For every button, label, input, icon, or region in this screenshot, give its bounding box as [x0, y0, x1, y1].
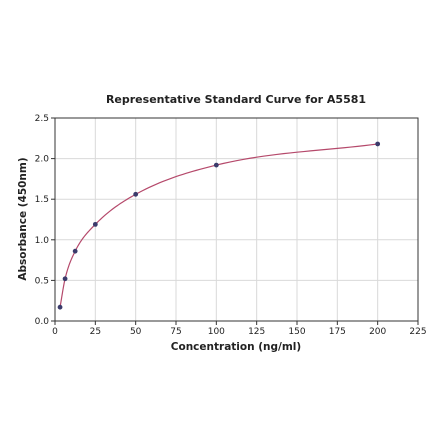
data-point — [57, 304, 63, 310]
x-tick-label: 225 — [409, 327, 426, 337]
x-tick-label: 50 — [130, 327, 142, 337]
x-tick-label: 25 — [90, 327, 101, 337]
fit-curve-layer — [59, 143, 378, 308]
data-point — [133, 191, 139, 197]
x-tick-label: 125 — [248, 327, 265, 337]
y-tick-label: 2.5 — [35, 114, 49, 124]
x-tick-label: 150 — [288, 327, 305, 337]
y-tick-label: 0.5 — [35, 276, 49, 286]
x-tick-label: 0 — [52, 327, 58, 337]
data-point — [72, 248, 78, 254]
grid — [54, 117, 419, 322]
y-axis-label: Absorbance (450nm) — [17, 157, 29, 280]
x-axis-label: Concentration (ng/ml) — [171, 341, 301, 353]
x-tick-label: 200 — [369, 327, 386, 337]
chart-title: Representative Standard Curve for A5581 — [106, 93, 366, 106]
axis-ticks: 0 25 50 75 100 125 150 175 200 225 0.0 0.5 1.0 1.5 2.0… — [35, 114, 427, 337]
data-points — [57, 141, 381, 310]
y-tick-label: 2.0 — [35, 155, 50, 165]
x-tick-label: 100 — [208, 327, 225, 337]
y-tick-label: 1.5 — [35, 195, 49, 205]
data-point — [213, 162, 219, 168]
plot-area — [54, 117, 419, 322]
y-tick-label: 1.0 — [35, 236, 50, 246]
x-tick-label: 175 — [329, 327, 346, 337]
fit-curve — [59, 143, 378, 308]
data-point — [62, 276, 68, 282]
x-tick-label: 75 — [170, 327, 181, 337]
data-point — [375, 141, 381, 147]
y-tick-label: 0.0 — [35, 317, 50, 327]
data-point — [92, 221, 98, 227]
